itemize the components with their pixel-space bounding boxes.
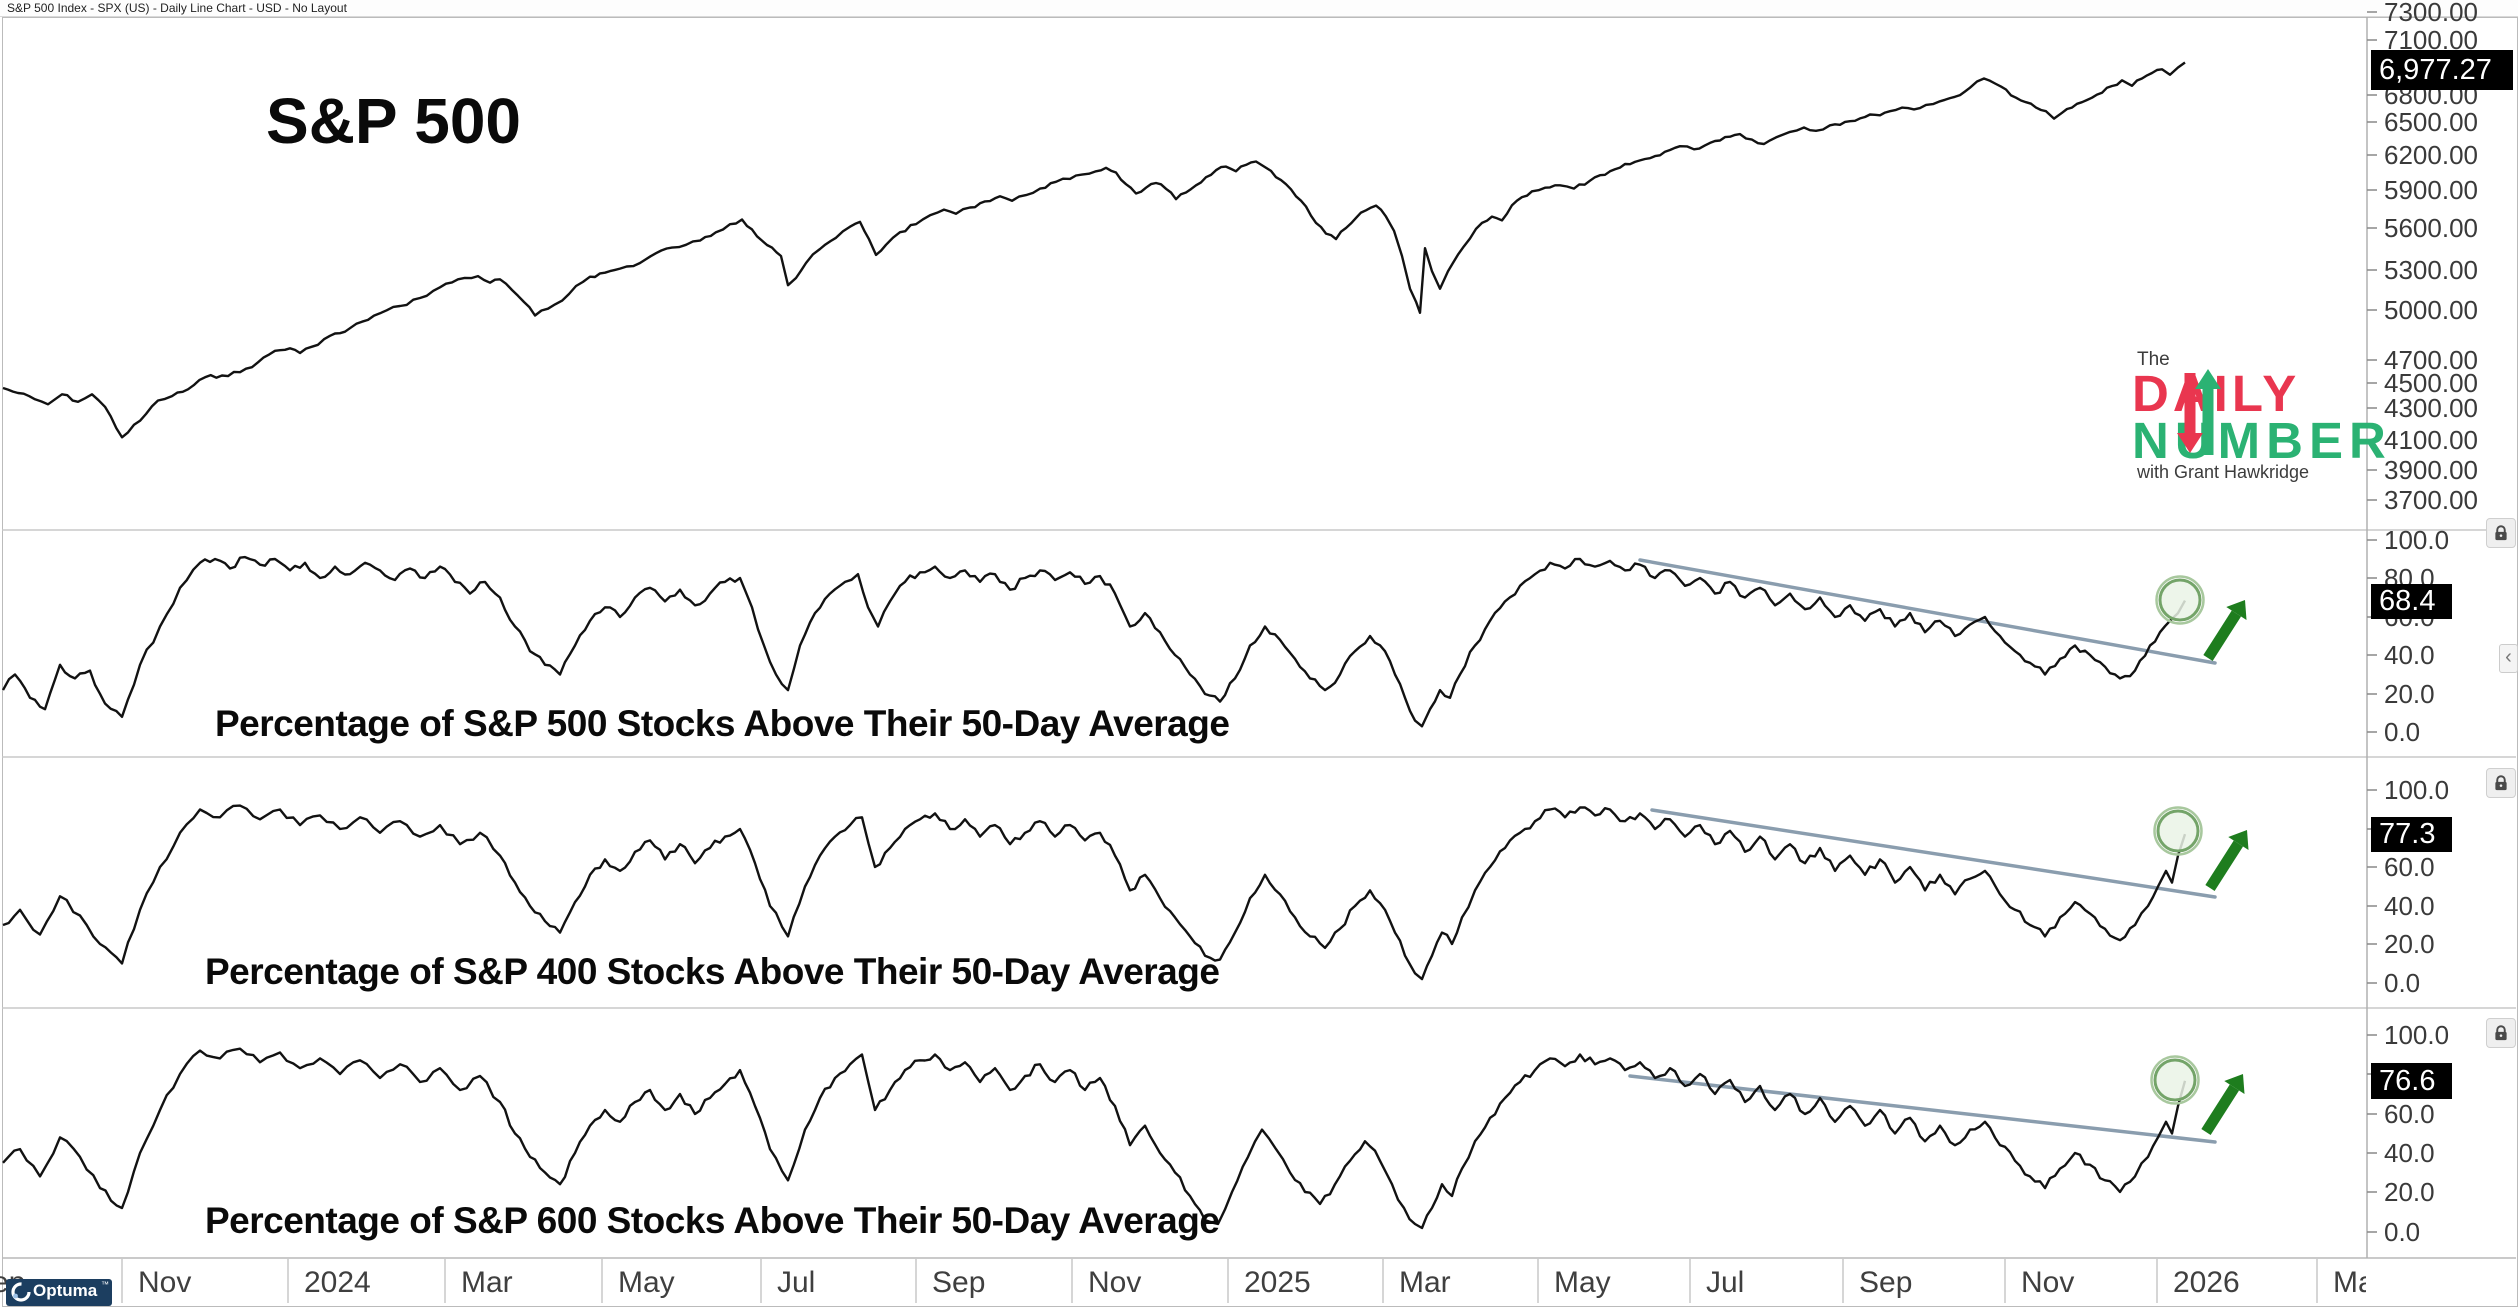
y-axis-label: 0.0 — [2384, 1217, 2421, 1247]
chart-title-text: S&P 500 Index - SPX (US) - Daily Line Ch… — [7, 1, 347, 15]
lock-icon-panel2[interactable] — [2486, 768, 2516, 798]
y-axis-label: 20.0 — [2384, 929, 2435, 959]
up-arrow-annotation — [2203, 610, 2242, 661]
x-axis-label: Nov — [138, 1266, 192, 1299]
main-chart-title: S&P 500 — [266, 85, 521, 157]
optuma-mark-icon — [11, 1282, 31, 1302]
y-axis-label: 0.0 — [2384, 717, 2421, 747]
optuma-logo-text: Optuma — [33, 1281, 98, 1300]
up-arrow-annotation — [2205, 840, 2244, 891]
sp500-price-last-value-badge: 6,977.27 — [2371, 50, 2513, 90]
highlight-circle — [2153, 1058, 2197, 1102]
up-arrow-head — [2228, 830, 2249, 850]
window-titlebar: S&P 500 Index - SPX (US) - Daily Line Ch… — [0, 0, 2518, 17]
y-axis-label: 7300.00 — [2384, 0, 2478, 27]
y-axis-label: 6500.00 — [2384, 107, 2478, 137]
chevron-left-icon: ‹ — [2505, 646, 2512, 668]
trendline-annotation — [1638, 558, 2217, 665]
y-axis-label: 60.0 — [2384, 852, 2435, 882]
trendline-annotation — [1650, 808, 2217, 899]
up-arrow-annotation — [2201, 1084, 2240, 1135]
y-axis-label: 20.0 — [2384, 1177, 2435, 1207]
y-axis-label: 4500.00 — [2384, 368, 2478, 398]
panel-label-sp600-breadth: Percentage of S&P 600 Stocks Above Their… — [205, 1200, 1220, 1241]
y-axis-label: 40.0 — [2384, 891, 2435, 921]
sp500-price-line — [2, 61, 2186, 439]
highlight-circle-outer — [2150, 1055, 2200, 1105]
y-axis-label: 5600.00 — [2384, 213, 2478, 243]
highlight-circle — [2158, 578, 2202, 622]
x-axis-labels-layer[interactable]: SepNov2024MarMayJulSepNov2025MarMayJulSe… — [0, 1258, 2366, 1307]
y-axis-label: 4300.00 — [2384, 393, 2478, 423]
y-axis-label: 3700.00 — [2384, 485, 2478, 515]
optuma-trademark: ™ — [101, 1280, 109, 1289]
up-arrow-head — [2224, 1074, 2245, 1094]
pct-sp600-above-50dma-line — [2, 1047, 2187, 1230]
arrow-down-icon — [2177, 373, 2203, 453]
panel-label-sp400-breadth: Percentage of S&P 400 Stocks Above Their… — [205, 951, 1220, 992]
y-axis-label: 0.0 — [2384, 968, 2421, 998]
y-axis-label: 4100.00 — [2384, 425, 2478, 455]
y-axis-label: 40.0 — [2384, 1138, 2435, 1168]
logo-byline-text: with Grant Hawkridge — [2137, 462, 2310, 482]
y-axis-label: 3900.00 — [2384, 455, 2478, 485]
x-axis-label: Sep — [932, 1266, 986, 1299]
x-axis-label: May — [618, 1266, 675, 1299]
y-axis-label: 20.0 — [2384, 679, 2435, 709]
up-arrow-head — [2226, 600, 2247, 620]
y-axis-label: 60.0 — [2384, 1099, 2435, 1129]
y-axis-label: 5000.00 — [2384, 295, 2478, 325]
pct-sp500-above-50dma-last-value-badge: 68.4 — [2371, 584, 2452, 619]
highlight-circle — [2156, 809, 2200, 853]
daily-number-logo: The DAILY NUMBER with Grant Hawkridge — [2132, 349, 2404, 487]
x-axis-label: Mar — [1399, 1266, 1451, 1299]
y-axis-label: 100.0 — [2384, 525, 2450, 555]
lock-icon — [2495, 775, 2507, 791]
highlight-circle-outer — [2153, 806, 2203, 856]
pct-sp600-above-50dma-last-value-badge: 76.6 — [2371, 1063, 2452, 1099]
y-axis-label: 100.0 — [2384, 775, 2450, 805]
logo-the-text: The — [2137, 349, 2170, 370]
x-axis-label: May — [1554, 1266, 1611, 1299]
y-axis-label: 5300.00 — [2384, 255, 2478, 285]
lock-icon — [2495, 1025, 2507, 1041]
lock-icon-panel1[interactable] — [2486, 518, 2516, 548]
x-axis-label: Jul — [1706, 1266, 1745, 1299]
collapse-axis-chevron-button[interactable]: ‹ — [2499, 644, 2518, 673]
logo-daily-text: DAILY — [2132, 365, 2301, 422]
logo-number-text: NUMBER — [2132, 412, 2392, 469]
pct-sp400-above-50dma-line — [2, 804, 2187, 981]
pct-sp500-above-50dma-line — [1, 555, 2187, 728]
logo-arrows — [2177, 369, 2221, 455]
y-axis-label: 6200.00 — [2384, 140, 2478, 170]
x-axis-label: Jul — [777, 1266, 816, 1299]
arrow-up-icon — [2195, 369, 2221, 455]
y-axis-label: 100.0 — [2384, 1020, 2450, 1050]
x-axis-label: Mar — [2333, 1266, 2366, 1299]
x-axis-label: 2026 — [2173, 1266, 2240, 1299]
lock-icon — [2495, 525, 2507, 541]
trendline-annotation — [1628, 1074, 2217, 1144]
x-axis-label: 2025 — [1244, 1266, 1311, 1299]
lock-icon-panel3[interactable] — [2486, 1018, 2516, 1048]
x-axis-label: Nov — [2021, 1266, 2075, 1299]
panel-label-sp500-breadth: Percentage of S&P 500 Stocks Above Their… — [215, 703, 1230, 744]
highlight-circle-outer — [2155, 575, 2205, 625]
x-axis-label: Mar — [461, 1266, 513, 1299]
y-axis-label: 4700.00 — [2384, 345, 2478, 375]
y-axis-label: 5900.00 — [2384, 175, 2478, 205]
x-axis-label: Sep — [1859, 1266, 1913, 1299]
x-axis-label: Nov — [1088, 1266, 1142, 1299]
optuma-logo[interactable]: Optuma ™ — [6, 1279, 112, 1306]
x-axis-label: 2024 — [304, 1266, 371, 1299]
y-axis-label: 40.0 — [2384, 640, 2435, 670]
pct-sp400-above-50dma-last-value-badge: 77.3 — [2371, 817, 2452, 852]
